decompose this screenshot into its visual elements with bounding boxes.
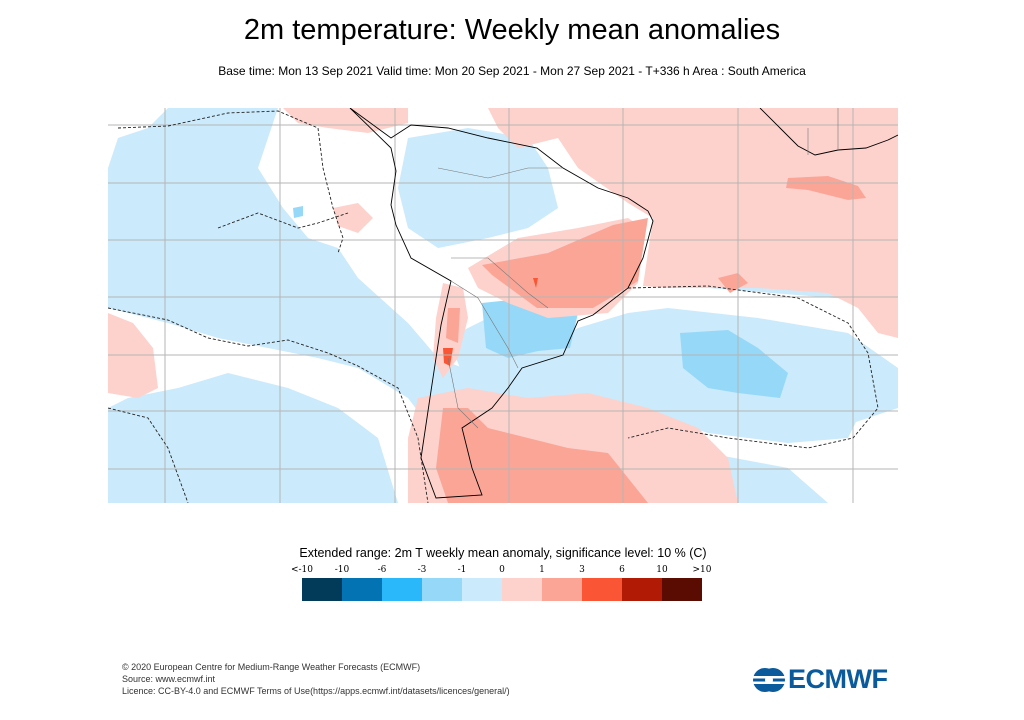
legend-swatch [422,578,462,601]
legend-label: >10 [692,565,712,575]
legend-swatch [662,578,702,601]
legend-label: 0 [499,565,505,575]
legend-swatch [502,578,542,601]
gridlines [108,108,898,503]
licence-text: Licence: CC-BY-4.0 and ECMWF Terms of Us… [122,686,510,696]
legend-label: 6 [619,565,625,575]
significance-contours [108,110,879,503]
logo-text: ECMWF [788,664,888,694]
legend-label: -6 [377,565,387,575]
copyright-text: © 2020 European Centre for Medium-Range … [122,662,421,672]
legend-label: 10 [656,565,668,575]
country-borders [437,108,839,429]
footer: © 2020 European Centre for Medium-Range … [122,661,510,697]
africa-coastline [759,108,898,156]
south-america-coastline [349,108,654,499]
red-areas [443,278,538,366]
legend-title: Extended range: 2m T weekly mean anomaly… [299,546,707,560]
legend-label: 1 [539,565,545,575]
legend-label: <-10 [290,565,314,575]
legend-swatch [342,578,382,601]
color-legend-bar [302,578,702,601]
legend-swatch [622,578,662,601]
legend-swatch [302,578,342,601]
legend-labels: <-10 -10 -6 -3 -1 0 1 3 6 10 >10 [282,565,722,577]
ecmwf-logo-icon [752,667,786,692]
legend-label: -3 [417,565,427,575]
ecmwf-logo: ECMWF [752,664,888,695]
chart-subtitle: Base time: Mon 13 Sep 2021 Valid time: M… [218,64,806,78]
source-text: Source: www.ecmwf.int [122,674,216,684]
anomaly-map [108,108,898,503]
legend-swatch [382,578,422,601]
chart-title: 2m temperature: Weekly mean anomalies [243,14,781,46]
legend-label: -1 [457,565,467,575]
legend-label: 3 [579,565,585,575]
legend-label: -10 [334,565,350,575]
legend-swatch [542,578,582,601]
legend-swatch [462,578,502,601]
legend-swatch [582,578,622,601]
